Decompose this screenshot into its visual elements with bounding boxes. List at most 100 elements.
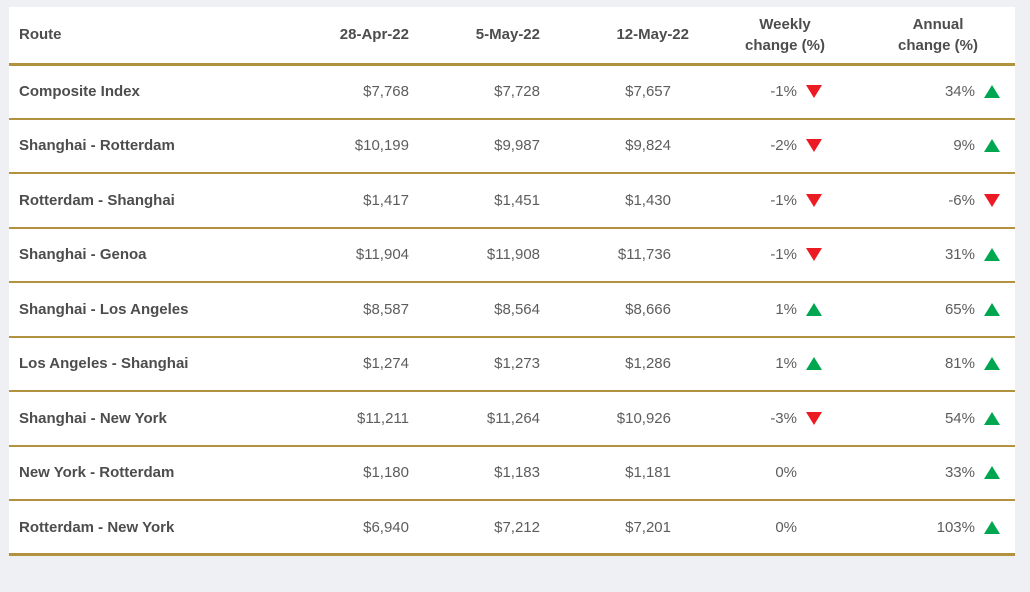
- table-row: Rotterdam - New York $6,940 $7,212 $7,20…: [9, 500, 1015, 556]
- price-cell: $1,273: [411, 336, 542, 392]
- weekly-change-cell: 1%: [709, 282, 861, 338]
- annual-change-value: 103%: [936, 518, 975, 536]
- down-arrow-icon: [806, 411, 822, 425]
- price-cell: $11,904: [303, 227, 411, 283]
- weekly-change-cell: 0%: [709, 500, 861, 556]
- freight-rates-table: Route 28-Apr-22 5-May-22 12-May-22 Weekl…: [9, 7, 1015, 556]
- up-arrow-icon: [984, 520, 1000, 534]
- down-arrow-icon: [806, 193, 822, 207]
- weekly-change-value: -3%: [770, 409, 797, 427]
- annual-change-cell: 65%: [861, 282, 1015, 338]
- annual-change-cell: 31%: [861, 227, 1015, 283]
- weekly-change-arrow-slot: [806, 85, 822, 99]
- weekly-change-value: -1%: [770, 246, 797, 264]
- weekly-change-cell: 1%: [709, 336, 861, 392]
- annual-change-value: 54%: [944, 409, 975, 427]
- price-cell: $1,181: [542, 445, 709, 501]
- column-header-28apr: 28-Apr-22: [303, 7, 411, 66]
- weekly-change-arrow-slot: [806, 139, 822, 153]
- price-cell: $1,451: [411, 173, 542, 229]
- weekly-change-arrow-slot: [806, 193, 822, 207]
- up-arrow-icon: [806, 357, 822, 371]
- price-cell: $9,987: [411, 118, 542, 174]
- table-row: Shanghai - Rotterdam $10,199 $9,987 $9,8…: [9, 118, 1015, 174]
- column-header-weekly-change: Weekly change (%): [709, 7, 861, 66]
- weekly-change-cell: -2%: [709, 118, 861, 174]
- header-row: Route 28-Apr-22 5-May-22 12-May-22 Weekl…: [9, 7, 1015, 66]
- up-arrow-icon: [984, 411, 1000, 425]
- weekly-change-arrow-slot: [806, 357, 822, 371]
- weekly-change-cell: -1%: [709, 173, 861, 229]
- table-row: Shanghai - New York $11,211 $11,264 $10,…: [9, 391, 1015, 447]
- column-header-5may: 5-May-22: [411, 7, 542, 66]
- annual-change-arrow-slot: [984, 302, 1000, 316]
- annual-change-arrow-slot: [984, 248, 1000, 262]
- table-row: Rotterdam - Shanghai $1,417 $1,451 $1,43…: [9, 173, 1015, 229]
- route-cell: Rotterdam - New York: [9, 500, 303, 556]
- price-cell: $9,824: [542, 118, 709, 174]
- annual-change-cell: 81%: [861, 336, 1015, 392]
- annual-change-value: 9%: [953, 137, 975, 155]
- table-row: New York - Rotterdam $1,180 $1,183 $1,18…: [9, 445, 1015, 501]
- annual-change-cell: 9%: [861, 118, 1015, 174]
- weekly-change-value: -2%: [770, 137, 797, 155]
- price-cell: $8,666: [542, 282, 709, 338]
- price-cell: $7,657: [542, 64, 709, 120]
- weekly-change-arrow-slot: [806, 520, 822, 534]
- weekly-change-arrow-slot: [806, 248, 822, 262]
- price-cell: $1,430: [542, 173, 709, 229]
- annual-change-arrow-slot: [984, 85, 1000, 99]
- column-header-route: Route: [9, 7, 303, 66]
- weekly-change-cell: -3%: [709, 391, 861, 447]
- price-cell: $1,417: [303, 173, 411, 229]
- price-cell: $11,264: [411, 391, 542, 447]
- route-cell: Shanghai - Genoa: [9, 227, 303, 283]
- up-arrow-icon: [984, 85, 1000, 98]
- route-cell: Shanghai - Los Angeles: [9, 282, 303, 338]
- table-row: Composite Index $7,768 $7,728 $7,657 -1%…: [9, 64, 1015, 120]
- up-arrow-icon: [984, 248, 1000, 262]
- weekly-change-value: 0%: [775, 464, 797, 482]
- weekly-header-line2: change (%): [744, 36, 825, 54]
- down-arrow-icon: [806, 248, 822, 262]
- up-arrow-icon: [984, 302, 1000, 316]
- price-cell: $7,212: [411, 500, 542, 556]
- price-cell: $11,211: [303, 391, 411, 447]
- price-cell: $10,199: [303, 118, 411, 174]
- route-cell: Composite Index: [9, 64, 303, 120]
- annual-change-arrow-slot: [984, 411, 1000, 425]
- annual-change-arrow-slot: [984, 520, 1000, 534]
- route-cell: Los Angeles - Shanghai: [9, 336, 303, 392]
- annual-header-line2: change (%): [897, 36, 978, 54]
- table-row: Los Angeles - Shanghai $1,274 $1,273 $1,…: [9, 336, 1015, 392]
- annual-change-arrow-slot: [984, 193, 1000, 207]
- weekly-change-arrow-slot: [806, 466, 822, 480]
- annual-change-cell: 33%: [861, 445, 1015, 501]
- price-cell: $8,587: [303, 282, 411, 338]
- weekly-change-value: -1%: [770, 191, 797, 209]
- annual-change-cell: 54%: [861, 391, 1015, 447]
- price-cell: $1,286: [542, 336, 709, 392]
- weekly-change-arrow-slot: [806, 302, 822, 316]
- table-row: Shanghai - Los Angeles $8,587 $8,564 $8,…: [9, 282, 1015, 338]
- annual-change-cell: -6%: [861, 173, 1015, 229]
- table-row: Shanghai - Genoa $11,904 $11,908 $11,736…: [9, 227, 1015, 283]
- annual-header-line1: Annual: [912, 15, 964, 33]
- annual-change-value: 65%: [944, 300, 975, 318]
- price-cell: $10,926: [542, 391, 709, 447]
- column-header-12may: 12-May-22: [542, 7, 709, 66]
- annual-change-arrow-slot: [984, 357, 1000, 371]
- annual-change-arrow-slot: [984, 466, 1000, 480]
- price-cell: $7,768: [303, 64, 411, 120]
- weekly-change-value: 1%: [775, 300, 797, 318]
- weekly-change-value: 0%: [775, 518, 797, 536]
- weekly-change-arrow-slot: [806, 411, 822, 425]
- weekly-change-value: -1%: [770, 83, 797, 100]
- down-arrow-icon: [806, 85, 822, 98]
- annual-change-value: 31%: [944, 246, 975, 264]
- annual-change-cell: 103%: [861, 500, 1015, 556]
- price-cell: $1,180: [303, 445, 411, 501]
- down-arrow-icon: [984, 193, 1000, 207]
- route-cell: Shanghai - Rotterdam: [9, 118, 303, 174]
- route-cell: New York - Rotterdam: [9, 445, 303, 501]
